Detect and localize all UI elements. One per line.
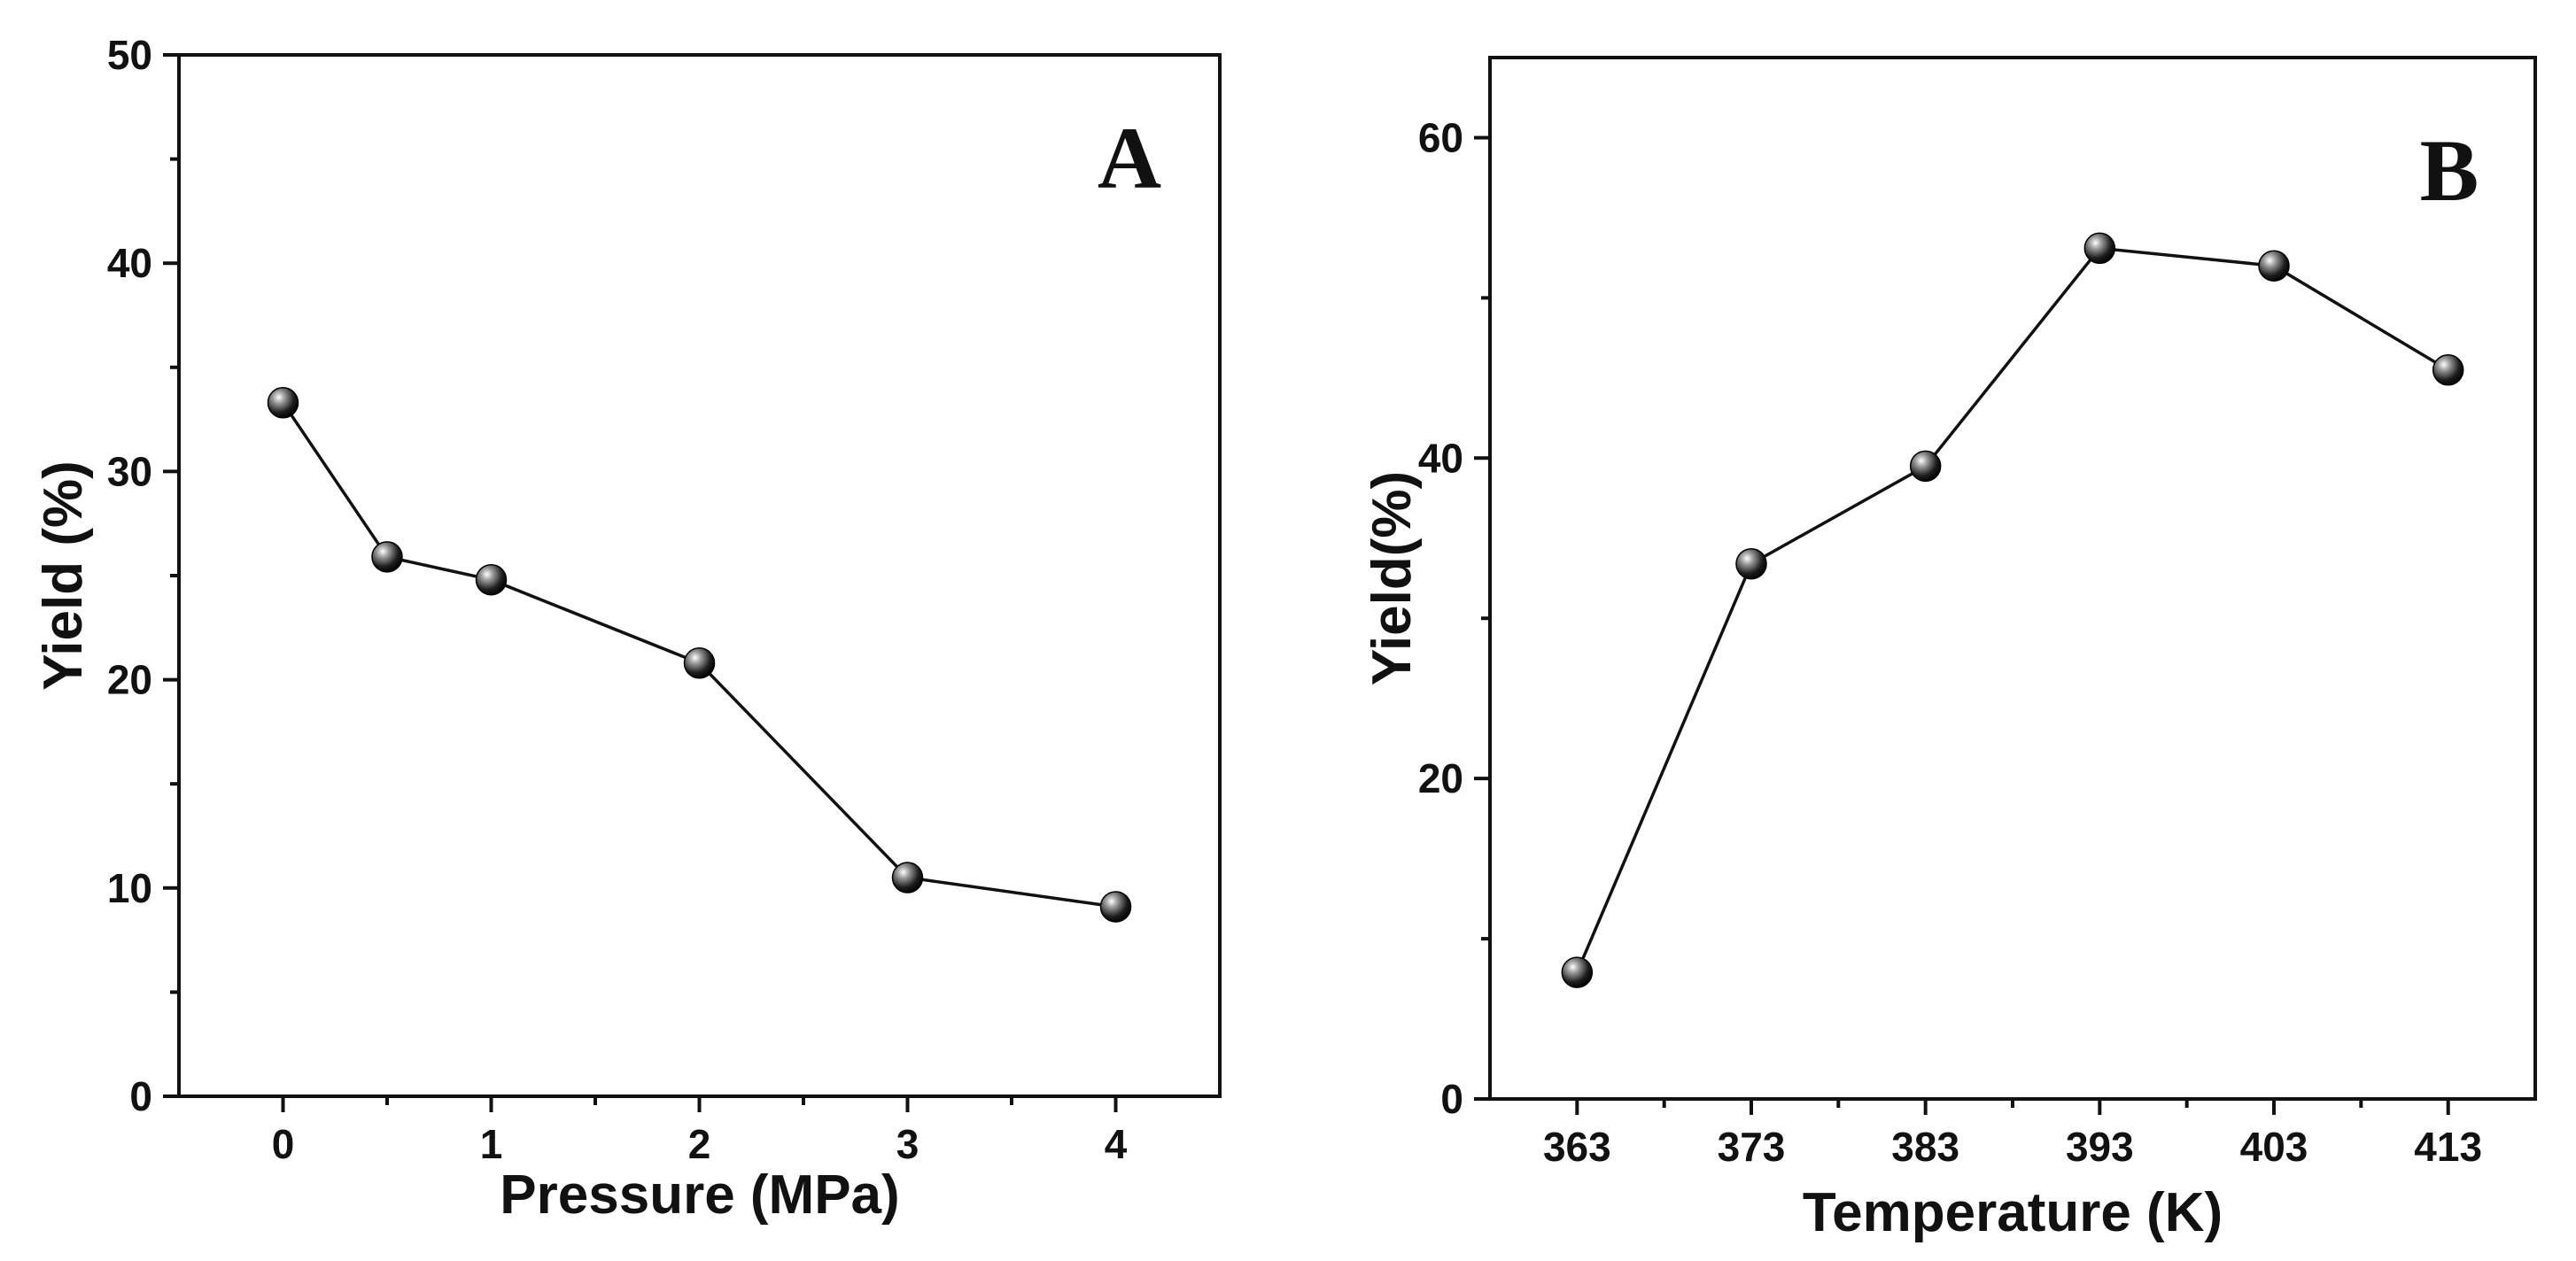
chart-a-data-point: [1099, 891, 1132, 923]
chart-a-y-tick-label: 0: [129, 1073, 152, 1119]
chart-a-data-point: [371, 541, 403, 573]
chart-a-x-tick-label: 4: [1105, 1121, 1128, 1167]
chart-b-y-tick-label: 0: [1440, 1076, 1463, 1122]
chart-b-y-tick-label: 60: [1418, 114, 1463, 160]
chart-a-data-point: [267, 387, 299, 419]
chart-a-x-tick-label: 2: [688, 1121, 711, 1167]
chart-a-plot-frame: [177, 53, 1222, 1098]
chart-a-y-tick-label: 50: [107, 32, 152, 78]
chart-b-x-tick-label: 413: [2414, 1124, 2482, 1170]
chart-b-data-point: [1909, 450, 1942, 483]
chart-a-series-line: [282, 401, 1116, 909]
chart-b-y-tick-label: 20: [1418, 755, 1463, 801]
chart-b-y-axis-label: Yield(%): [1362, 471, 1423, 685]
chart-a-y-tick-label: 20: [107, 657, 152, 703]
chart-b-series: [1561, 232, 2464, 988]
chart-a-x-tick-label: 0: [272, 1121, 295, 1167]
chart-b-data-point: [2432, 354, 2464, 386]
chart-a-y-tick-label: 40: [107, 240, 152, 286]
chart-a-data-point: [475, 563, 508, 596]
chart-a-data-point: [891, 862, 924, 894]
chart-b-series-line: [1575, 246, 2449, 973]
chart-b-data-point: [2258, 250, 2290, 282]
chart-b: 363 373 383 393 403 413 0 20 40 60 Temperature (K…: [1362, 56, 2537, 1243]
chart-a-x-tick-label: 1: [480, 1121, 503, 1167]
chart-a-x-axis-label: Pressure (MPa): [500, 1164, 899, 1226]
chart-b-x-tick-label: 403: [2240, 1124, 2308, 1170]
chart-b-x-tick-label: 363: [1543, 1124, 1611, 1170]
chart-b-x-tick-label: 393: [2066, 1124, 2134, 1170]
chart-a-y-axis-label: Yield (%): [33, 460, 94, 691]
chart-b-x-tick-label: 383: [1891, 1124, 1959, 1170]
chart-b-y-tick-label: 40: [1418, 435, 1463, 481]
chart-a-series: [267, 387, 1132, 923]
chart-a-y-tick-label: 10: [107, 865, 152, 911]
chart-b-x-tick-label: 373: [1718, 1124, 1786, 1170]
chart-a-data-point: [683, 647, 716, 679]
chart-b-ticks: 363 373 383 393 403 413 0 20 40 60: [1418, 114, 2482, 1170]
chart-b-x-axis-label: Temperature (K): [1803, 1182, 2223, 1243]
chart-b-data-point: [1561, 956, 1594, 988]
chart-a-panel-letter: A: [1098, 109, 1161, 207]
chart-a-x-tick-label: 3: [896, 1121, 919, 1167]
chart-b-panel-letter: B: [2420, 121, 2479, 220]
chart-b-data-point: [2083, 232, 2116, 265]
chart-b-data-point: [1735, 547, 1767, 580]
chart-a-y-tick-label: 30: [107, 448, 152, 494]
chart-b-plot-frame: [1488, 56, 2537, 1101]
